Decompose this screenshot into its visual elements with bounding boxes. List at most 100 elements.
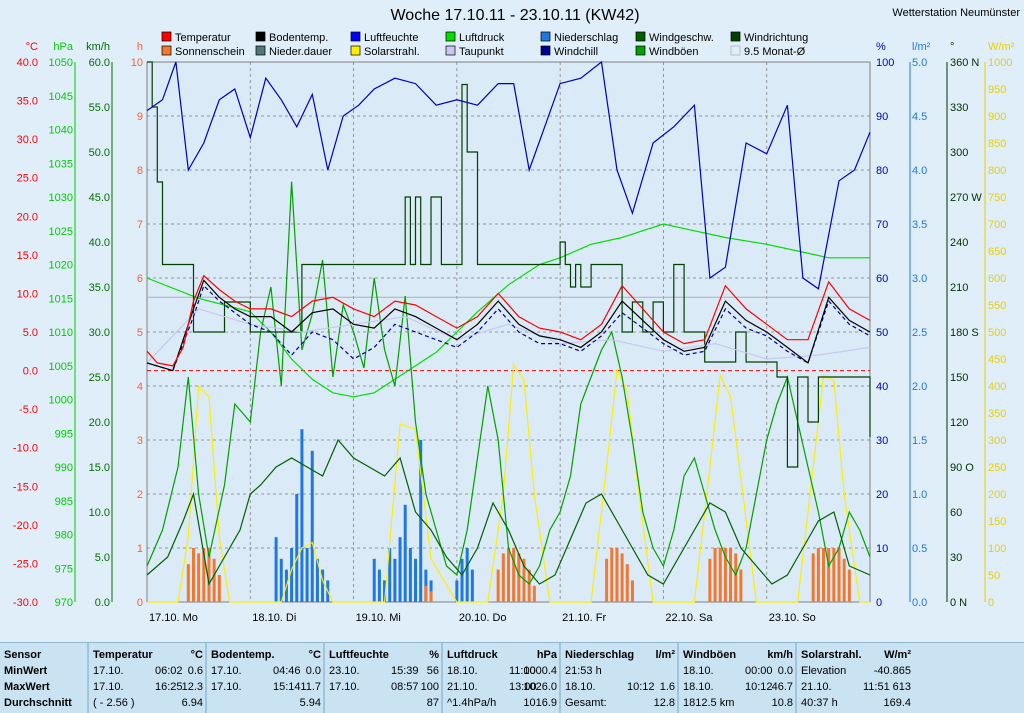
sonnenschein-bar <box>708 558 712 602</box>
wind-tick-label: 20.0 <box>89 417 110 429</box>
sonnenschein-bar <box>496 569 500 602</box>
sonnenschein-bar <box>837 548 841 602</box>
sonnenschein-bar <box>501 553 505 602</box>
stats-date: 1812.5 km <box>683 697 735 709</box>
rain-tick-label: 0.5 <box>912 543 927 555</box>
hours-tick-label: 6 <box>137 273 143 285</box>
rain-tick-label: 4.5 <box>912 111 927 123</box>
x-tick-label: 23.10. So <box>769 612 816 624</box>
stats-time: 04:46 <box>273 665 301 677</box>
sonnenschein-bar <box>723 548 727 602</box>
stats-header: Bodentemp. <box>211 649 275 661</box>
stats-value: 12.3 <box>181 681 203 693</box>
solar-tick-label: 400 <box>988 381 1006 393</box>
press-tick-label: 1020 <box>49 260 73 272</box>
stats-row-label: Durchschnitt <box>4 697 72 709</box>
stats-time: 11:00 <box>509 665 536 677</box>
stats-unit: hPa <box>536 649 557 661</box>
press-tick-label: 980 <box>55 530 73 542</box>
stats-column: Luftdruck hPa 18.10. 11:00 1000.4 21.10. 13:00… <box>441 643 561 713</box>
legend-swatch <box>445 31 456 42</box>
stats-header-row: Windböen km/h <box>683 647 793 663</box>
stats-time: 15:14 <box>273 681 301 693</box>
stats-value: 1.6 <box>659 681 675 693</box>
wind-tick-label: 0.0 <box>95 597 110 609</box>
sonnenschein-bar <box>847 569 851 602</box>
stats-date: ( - 2.56 ) <box>93 697 135 709</box>
rain-tick-label: 3.0 <box>912 273 927 285</box>
solar-tick-label: 300 <box>988 435 1006 447</box>
stats-time: 13:00 <box>509 681 537 693</box>
stats-row: 21.10. 13:00 1026.0 <box>447 679 557 695</box>
press-tick-label: 1000 <box>49 395 73 407</box>
stats-date: 17.10. <box>211 681 242 693</box>
dir-tick-label: 60 <box>950 507 962 519</box>
stats-column: Luftfeuchte% 23.10. 15:39 56 17.10. 08:57 100 8… <box>323 643 443 713</box>
legend-swatch <box>350 45 361 56</box>
legend-swatch <box>255 31 266 42</box>
stats-date: 21.10. <box>447 681 478 693</box>
niederschlag-bar <box>377 569 381 602</box>
rain-axis-unit: l/m² <box>912 41 931 53</box>
stats-value: 11.7 <box>300 681 321 693</box>
station-name: Wetterstation Neumünster <box>892 7 1020 19</box>
press-tick-label: 970 <box>55 597 73 609</box>
x-tick-label: 18.10. Di <box>252 612 296 624</box>
solarstrahl-line <box>147 362 870 603</box>
hum-tick-label: 80 <box>876 165 888 177</box>
niederschlag-bar <box>393 558 397 602</box>
sonnenschein-bar <box>630 580 634 602</box>
niederschlag-bar <box>398 537 402 602</box>
press-tick-label: 1030 <box>49 192 73 204</box>
legend-label: Windböen <box>649 46 699 58</box>
niederschlag-bar <box>408 548 412 602</box>
sonnenschein-bar <box>827 548 831 602</box>
legend-label: Luftfeuchte <box>364 32 418 44</box>
x-tick-label: 19.10. Mi <box>356 612 401 624</box>
legend-label: Solarstrahl. <box>364 46 420 58</box>
wind-tick-label: 35.0 <box>89 282 110 294</box>
stats-row: 21.10. 11:51 613 <box>801 679 911 695</box>
hours-tick-label: 4 <box>137 381 143 393</box>
stats-value: 87 <box>426 697 439 709</box>
stats-row: 18.10. 10:12 1.6 <box>565 679 675 695</box>
windb-en-line <box>146 181 871 585</box>
hum-tick-label: 20 <box>876 489 888 501</box>
dir-axis-unit: ° <box>950 41 954 53</box>
stats-date: 18.10. <box>683 681 714 693</box>
rain-tick-label: 5.0 <box>912 57 927 69</box>
sonnenschein-bar <box>191 548 195 602</box>
sonnenschein-bar <box>832 548 836 602</box>
sonnenschein-bar <box>424 585 428 602</box>
hum-tick-label: 60 <box>876 273 888 285</box>
stats-row: ^1.4hPa/h 1016.9 <box>447 695 557 711</box>
dir-tick-label: 300 <box>950 147 968 159</box>
legend-swatch <box>540 45 551 56</box>
hours-tick-label: 5 <box>137 327 143 339</box>
hum-tick-label: 30 <box>876 435 888 447</box>
stats-unit: l/m² <box>655 649 675 661</box>
sonnenschein-bar <box>207 548 211 602</box>
stats-row: 1812.5 km 10.8 <box>683 695 793 711</box>
luftdruck-line <box>146 223 870 398</box>
hours-tick-label: 1 <box>137 543 143 555</box>
stats-value: 5.94 <box>299 697 321 709</box>
legend-swatch <box>635 31 646 42</box>
sonnenschein-bar <box>615 548 619 602</box>
niederschlag-bar <box>460 558 464 602</box>
niederschlag-bar <box>290 548 294 602</box>
temp-tick-label: -15.0 <box>13 481 38 493</box>
sonnenschein-bar <box>610 548 614 602</box>
x-tick-label: 17.10. Mo <box>149 612 198 624</box>
niederschlag-bar <box>310 450 314 602</box>
hum-tick-label: 10 <box>876 543 888 555</box>
sonnenschein-bar <box>186 564 190 602</box>
wind-tick-label: 30.0 <box>89 327 110 339</box>
solar-tick-label: 150 <box>988 516 1006 528</box>
sonnenschein-bar <box>718 548 722 602</box>
rain-tick-label: 1.0 <box>912 489 927 501</box>
dir-tick-label: 210 <box>950 282 968 294</box>
legend-label: Luftdruck <box>459 32 505 44</box>
niederschlag-bar <box>465 548 469 602</box>
sonnenschein-bar <box>517 553 521 602</box>
